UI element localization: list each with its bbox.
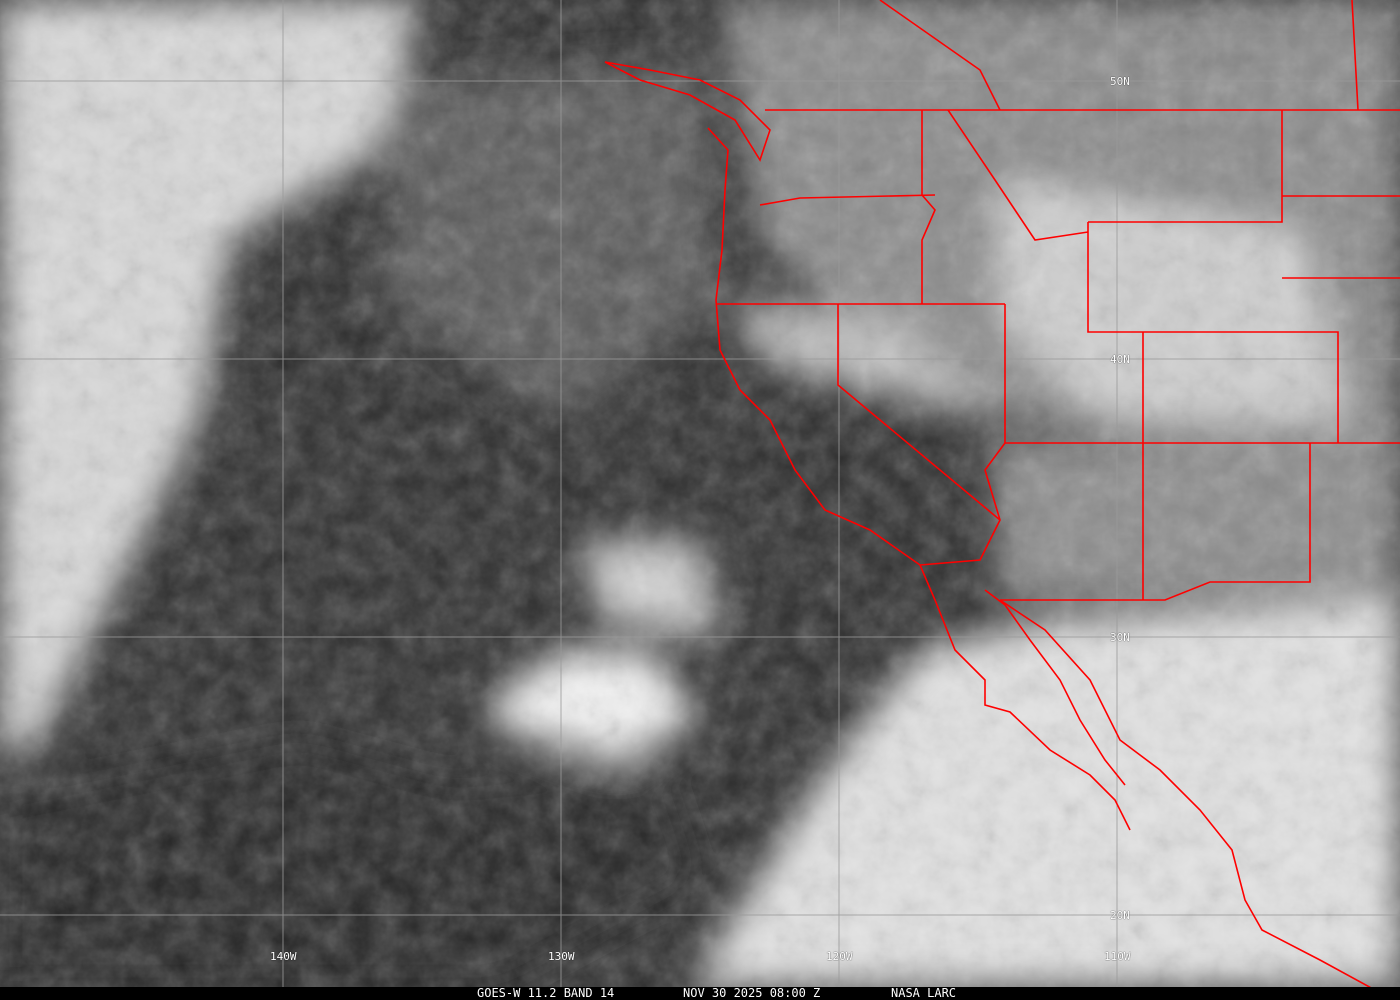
wa-or-border	[759, 194, 936, 206]
wy-borders	[1088, 0, 1400, 279]
caption-bar: GOES-W 11.2 BAND 14 NOV 30 2025 08:00 Z …	[0, 987, 1400, 1000]
lat-label-50n: 50N	[1110, 75, 1130, 88]
id-mt-border	[947, 109, 1089, 241]
vancouver-island	[604, 61, 771, 162]
political-boundaries	[604, 0, 1400, 987]
gulf-of-california-coast	[984, 589, 1126, 786]
ca-nv-border	[837, 304, 1001, 521]
mexico-coastline	[999, 599, 1372, 987]
pacific-coastline	[707, 127, 1131, 831]
lat-label-40n: 40N	[1110, 353, 1130, 366]
nv-ut-border	[919, 304, 1006, 566]
lon-label-120w: 120W	[826, 950, 853, 963]
canada-province-border	[879, 0, 1001, 111]
lat-label-30n: 30N	[1110, 631, 1130, 644]
wa-id-border	[921, 110, 936, 304]
ut-az-nm	[1000, 222, 1400, 601]
lat-label-20n: 20N	[1110, 909, 1130, 922]
datetime-label: NOV 30 2025 08:00 Z	[683, 986, 821, 1000]
lon-label-130w: 130W	[548, 950, 575, 963]
source-label: NASA LARC	[891, 986, 957, 1000]
lon-label-140w: 140W	[270, 950, 297, 963]
lon-label-110w: 110W	[1104, 950, 1131, 963]
product-label: GOES-W 11.2 BAND 14	[477, 986, 615, 1000]
